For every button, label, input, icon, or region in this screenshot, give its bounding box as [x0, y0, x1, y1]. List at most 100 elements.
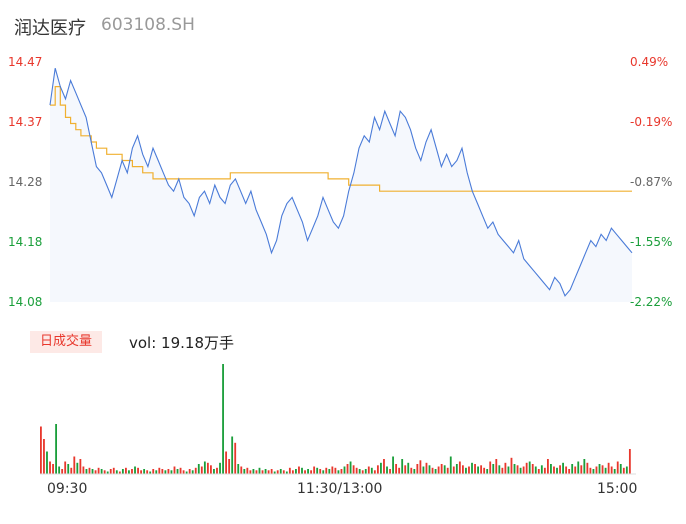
volume-bar — [222, 364, 224, 474]
volume-bar — [337, 470, 340, 474]
volume-bar — [282, 470, 285, 474]
volume-bar — [410, 467, 413, 475]
volume-bar — [231, 436, 234, 474]
volume-bar — [422, 466, 425, 474]
volume-bar — [106, 471, 109, 474]
volume-bar — [137, 467, 139, 475]
volume-bar — [115, 470, 118, 474]
volume-bar — [49, 461, 51, 474]
volume-bar — [73, 456, 76, 474]
volume-bar — [301, 467, 303, 475]
volume-bar — [471, 462, 473, 475]
volume-bar — [477, 466, 479, 474]
volume-bar — [97, 467, 100, 475]
volume-bar — [553, 466, 555, 474]
volume-bar — [574, 466, 577, 474]
volume-bar — [613, 469, 616, 474]
volume-bar — [158, 467, 161, 475]
volume-bar — [164, 470, 167, 474]
stock-code: 603108.SH — [101, 15, 195, 35]
volume-bar — [82, 466, 85, 474]
volume-bar — [340, 469, 343, 474]
volume-bar — [522, 466, 525, 474]
volume-bar — [206, 462, 209, 475]
volume-bar — [583, 459, 586, 474]
volume-bar — [492, 464, 495, 474]
volume-bar — [540, 465, 543, 475]
volume-bar — [213, 469, 215, 474]
volume-bar — [331, 466, 334, 474]
volume-bar — [510, 457, 513, 475]
volume-bar — [598, 464, 601, 474]
price-tick-4: 14.08 — [8, 295, 43, 309]
volume-bar — [88, 467, 91, 475]
volume-bar — [401, 459, 404, 474]
volume-bar — [131, 469, 133, 474]
volume-bar — [625, 466, 628, 474]
volume-bar — [513, 464, 516, 474]
volume-bar — [310, 470, 313, 474]
volume-bar — [404, 465, 407, 475]
volume-bar — [501, 467, 504, 475]
volume-bar — [334, 467, 337, 475]
volume-bar — [565, 466, 568, 474]
volume-bar — [601, 465, 604, 475]
volume-bar — [155, 470, 158, 474]
volume-bar — [149, 471, 152, 474]
volume-bar — [225, 451, 228, 474]
volume-bar — [556, 467, 558, 475]
volume-bar — [361, 470, 364, 474]
volume-bar — [534, 466, 537, 474]
volume-bar — [100, 469, 103, 474]
volume-bar — [370, 467, 373, 475]
pct-tick-3: -1.55% — [630, 235, 673, 249]
volume-bar — [610, 466, 613, 474]
volume-bar — [76, 462, 79, 475]
volume-bar — [616, 461, 619, 474]
price-tick-2: 14.28 — [8, 175, 43, 189]
volume-bar — [176, 469, 179, 474]
volume-bar — [161, 469, 164, 474]
volume-bar — [425, 462, 428, 475]
volume-bar — [519, 467, 522, 475]
volume-bar — [43, 439, 45, 474]
volume-bar — [607, 462, 610, 475]
volume-bar — [474, 464, 476, 474]
volume-bar — [261, 470, 264, 474]
daily-volume-badge[interactable]: 日成交量 — [30, 331, 103, 353]
price-tick-1: 14.37 — [8, 115, 43, 129]
volume-bar — [46, 451, 48, 474]
volume-bar — [367, 466, 370, 474]
volume-bar — [628, 449, 631, 474]
volume-bar — [191, 470, 194, 474]
volume-bar — [216, 467, 218, 475]
volume-bar — [413, 469, 416, 474]
volume-bar — [543, 467, 546, 475]
volume-bar — [449, 456, 452, 474]
volume-bar — [273, 471, 276, 474]
volume-bar — [373, 470, 376, 474]
volume-bar — [550, 464, 552, 474]
volume-bar — [431, 467, 434, 475]
volume-bar — [343, 466, 346, 474]
volume-bar — [419, 460, 422, 475]
volume-bar — [440, 464, 443, 474]
volume-bar — [128, 470, 130, 474]
volume-bar — [58, 466, 61, 474]
volume-bar — [407, 462, 410, 475]
volume-bar — [349, 461, 352, 474]
time-label-close: 15:00 — [597, 481, 638, 497]
volume-bar — [389, 469, 391, 474]
volume-bar — [319, 469, 322, 474]
volume-bar — [577, 461, 580, 474]
time-label-open: 09:30 — [47, 481, 88, 497]
volume-bar — [64, 461, 67, 474]
volume-bar — [307, 469, 309, 474]
volume-bar — [486, 469, 489, 474]
volume-bar — [121, 469, 124, 474]
volume-bar — [304, 470, 306, 474]
volume-bar — [346, 464, 349, 474]
volume-bar — [179, 467, 182, 475]
volume-bar — [276, 470, 279, 474]
